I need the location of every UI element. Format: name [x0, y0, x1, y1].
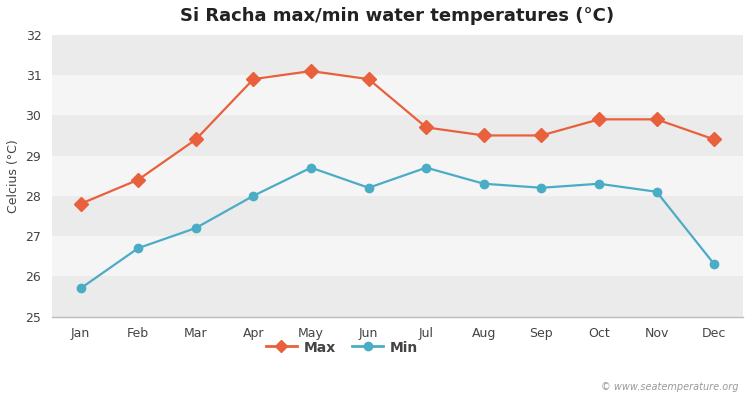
Max: [422, 125, 430, 130]
Bar: [52, 236, 743, 276]
Min: [134, 246, 142, 250]
Max: [191, 137, 200, 142]
Max: [537, 133, 546, 138]
Min: [537, 185, 546, 190]
Max: [652, 117, 662, 122]
Min: [364, 185, 373, 190]
Bar: [52, 276, 743, 316]
Max: [76, 202, 85, 206]
Min: [652, 189, 662, 194]
Max: [479, 133, 488, 138]
Min: [422, 165, 430, 170]
Min: [307, 165, 316, 170]
Max: [249, 77, 258, 82]
Bar: [52, 196, 743, 236]
Text: © www.seatemperature.org: © www.seatemperature.org: [602, 382, 739, 392]
Bar: [52, 35, 743, 75]
Legend: Max, Min: Max, Min: [260, 335, 424, 360]
Min: [76, 286, 85, 291]
Min: [479, 181, 488, 186]
Min: [595, 181, 604, 186]
Max: [595, 117, 604, 122]
Title: Si Racha max/min water temperatures (°C): Si Racha max/min water temperatures (°C): [180, 7, 614, 25]
Max: [710, 137, 718, 142]
Max: [134, 177, 142, 182]
Bar: [52, 156, 743, 196]
Line: Min: Min: [76, 164, 718, 292]
Y-axis label: Celcius (°C): Celcius (°C): [7, 139, 20, 212]
Bar: [52, 75, 743, 115]
Bar: [52, 115, 743, 156]
Max: [307, 69, 316, 74]
Min: [191, 226, 200, 230]
Line: Max: Max: [76, 66, 719, 209]
Min: [249, 194, 258, 198]
Min: [710, 262, 718, 267]
Max: [364, 77, 373, 82]
